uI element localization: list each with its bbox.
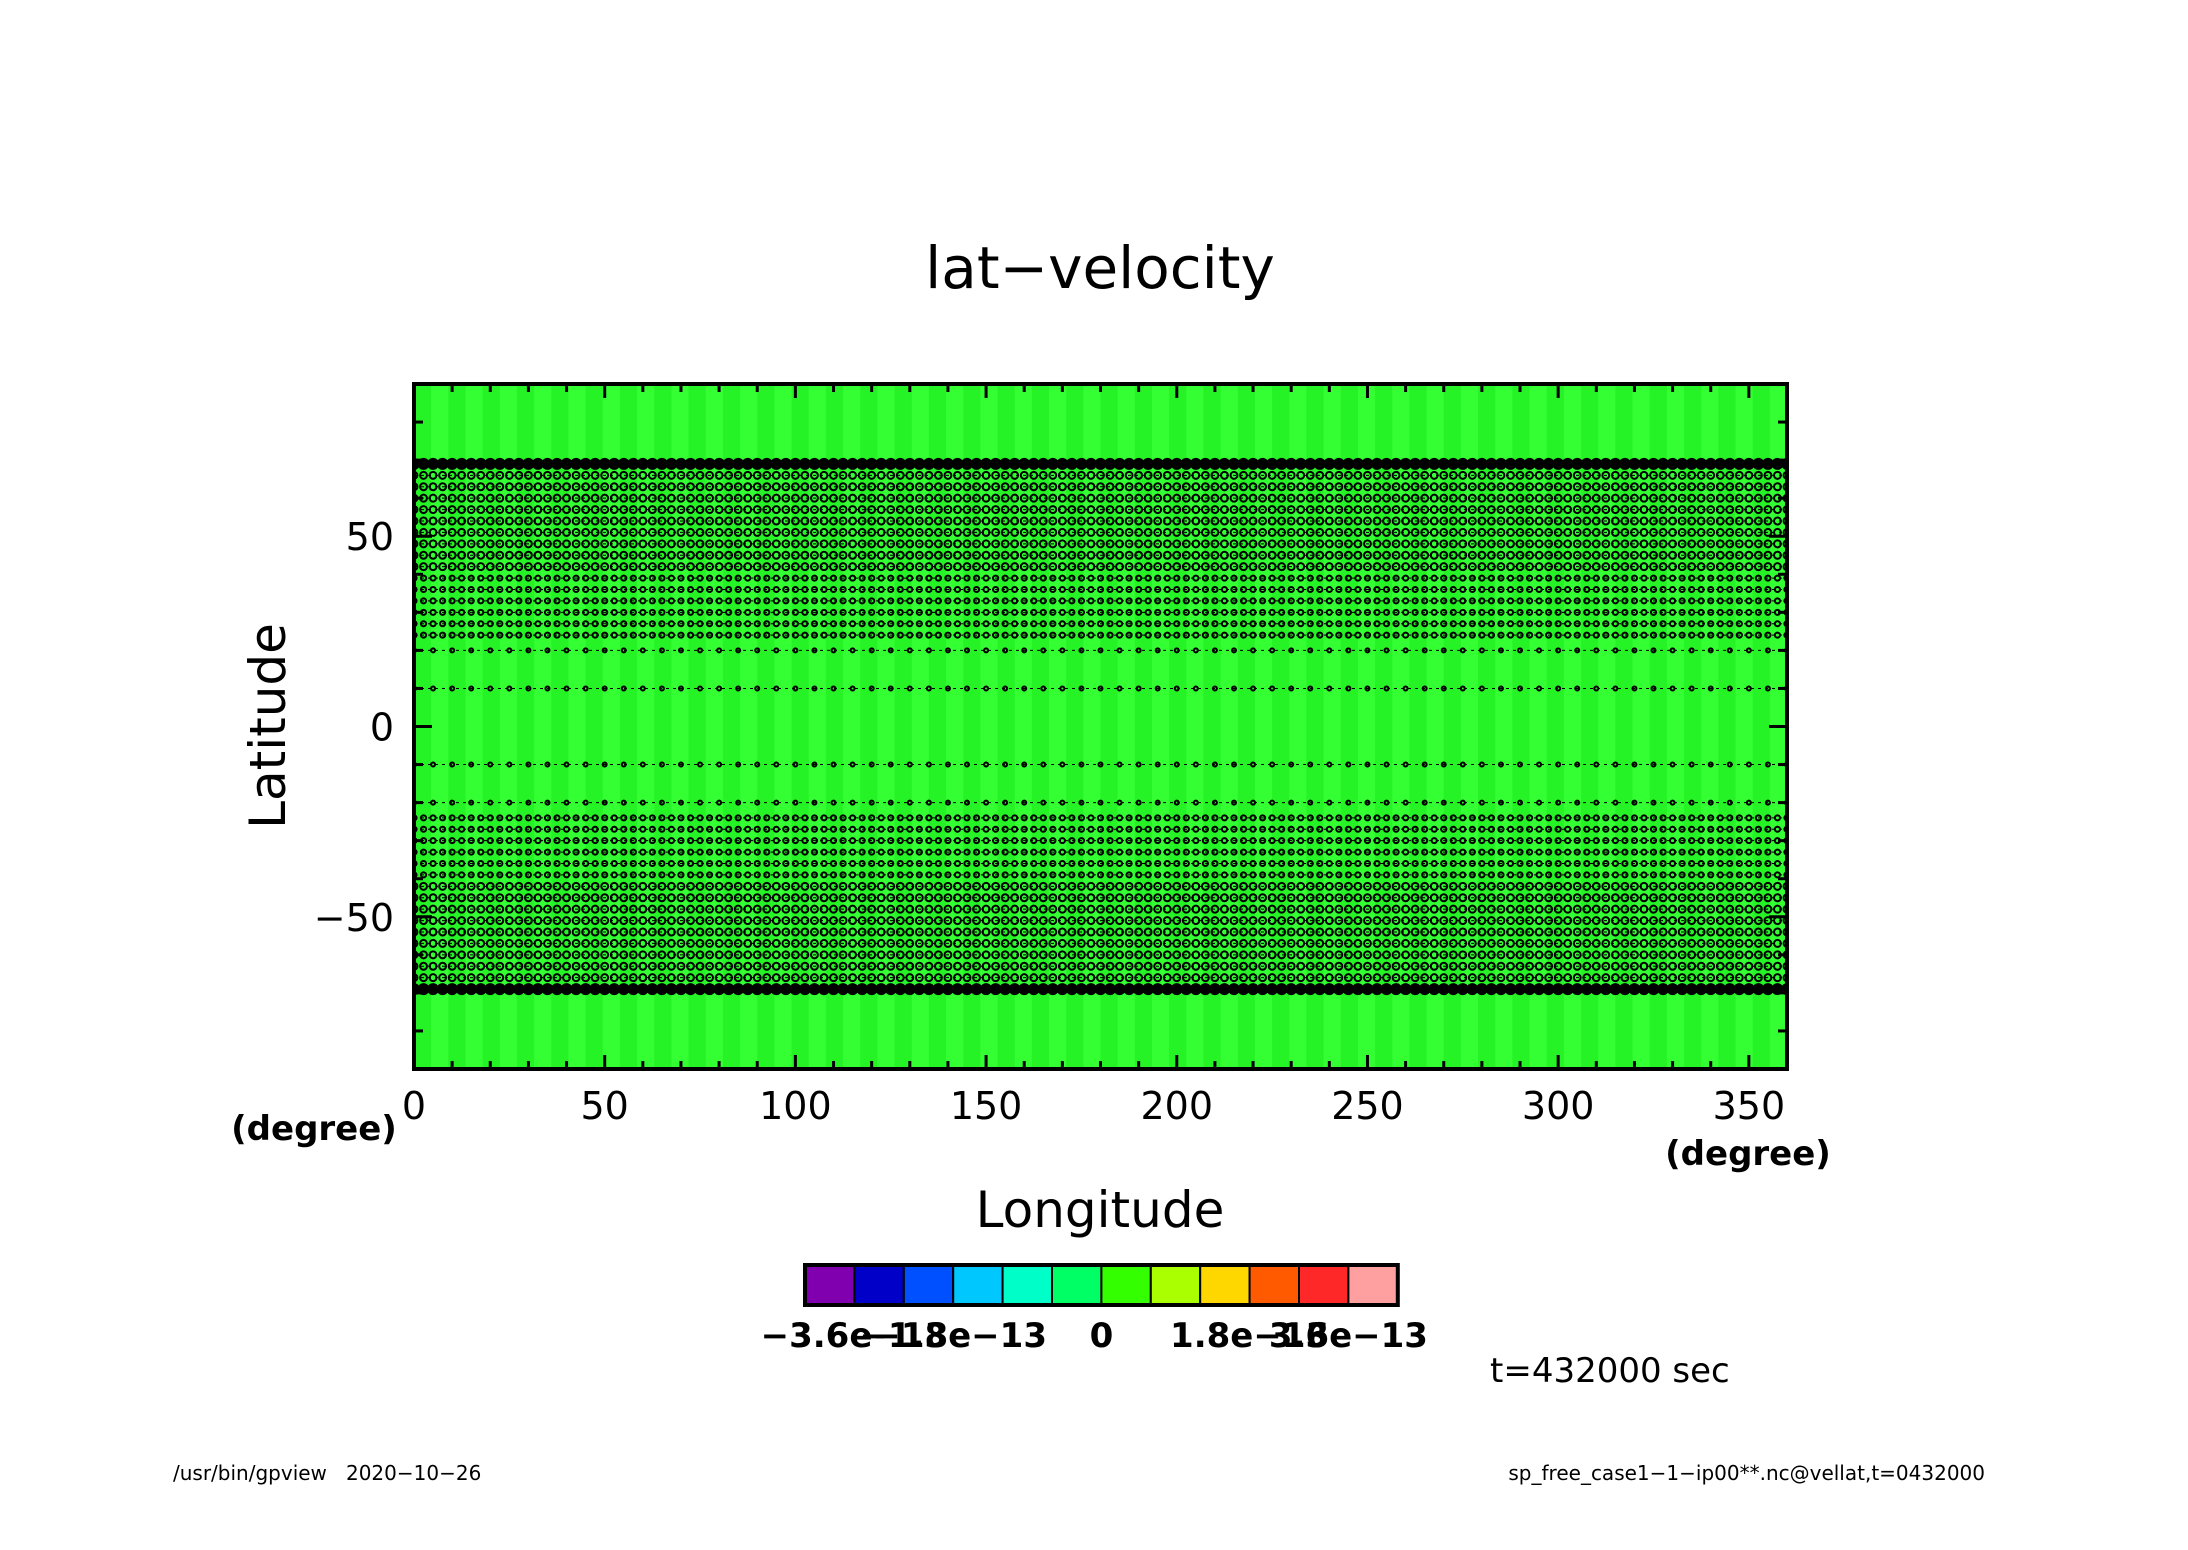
field-stripe [1306,384,1323,1069]
chart-title: lat−velocity [925,234,1275,302]
field-stripe [620,384,637,1069]
field-stripe [963,384,980,1069]
plot-area [408,384,1793,1069]
contour-band [408,983,1793,995]
contour-band [408,458,1793,470]
field-stripe [1650,384,1667,1069]
